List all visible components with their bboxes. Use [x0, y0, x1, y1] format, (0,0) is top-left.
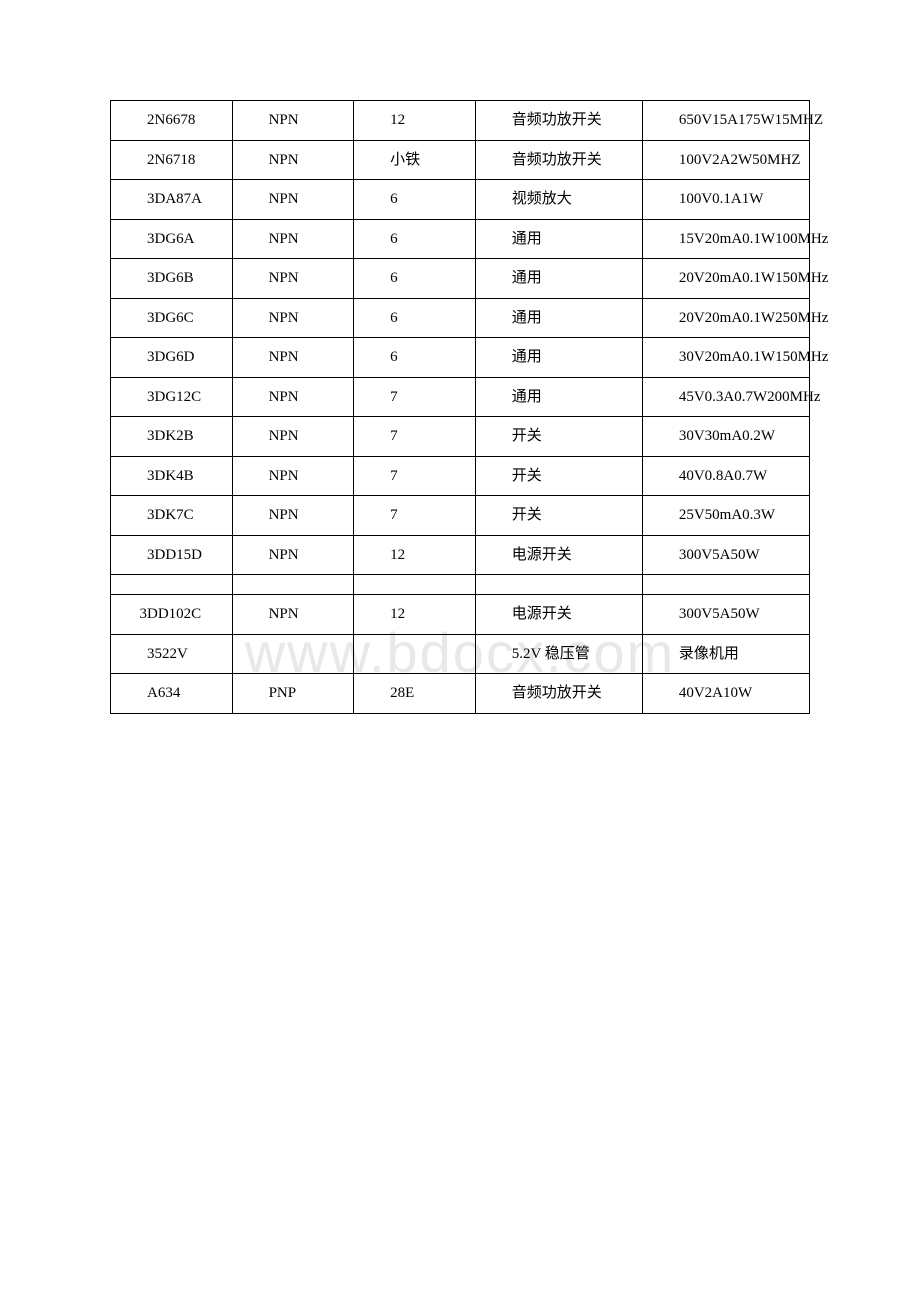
cell-type: NPN — [232, 417, 354, 457]
transistor-table: 2N6678 NPN 12 音频功放开关 650V15A175W15MHZ 2N… — [110, 100, 810, 714]
cell-type: NPN — [232, 101, 354, 141]
cell-type: NPN — [232, 259, 354, 299]
cell-spec: 30V20mA0.1W150MHz — [642, 338, 809, 378]
cell-spec: 15V20mA0.1W100MHz — [642, 219, 809, 259]
cell-package: 12 — [354, 595, 476, 635]
cell-usage: 通用 — [475, 377, 642, 417]
table-wrapper: 2N6678 NPN 12 音频功放开关 650V15A175W15MHZ 2N… — [110, 100, 810, 714]
table-row: 3DG6B NPN 6 通用 20V20mA0.1W150MHz — [111, 259, 810, 299]
cell-package: 6 — [354, 219, 476, 259]
cell-type: NPN — [232, 595, 354, 635]
cell-package: 7 — [354, 456, 476, 496]
cell-package: 12 — [354, 535, 476, 575]
cell-usage: 开关 — [475, 496, 642, 536]
cell-model: 3DD102C — [111, 595, 233, 635]
cell-usage: 5.2V 稳压管 — [475, 634, 642, 674]
cell-type: NPN — [232, 298, 354, 338]
cell-usage: 音频功放开关 — [475, 140, 642, 180]
cell-type: NPN — [232, 180, 354, 220]
cell-package: 28E — [354, 674, 476, 714]
cell-spec: 录像机用 — [642, 634, 809, 674]
cell-model: 3DG6D — [111, 338, 233, 378]
table-row: 2N6678 NPN 12 音频功放开关 650V15A175W15MHZ — [111, 101, 810, 141]
cell-spec: 100V2A2W50MHZ — [642, 140, 809, 180]
cell-spec: 40V0.8A0.7W — [642, 456, 809, 496]
cell-model: 3DG12C — [111, 377, 233, 417]
cell-usage: 开关 — [475, 417, 642, 457]
cell-model: 3DA87A — [111, 180, 233, 220]
cell-spec: 25V50mA0.3W — [642, 496, 809, 536]
cell-type: NPN — [232, 535, 354, 575]
cell-model: 3DK2B — [111, 417, 233, 457]
cell-package: 7 — [354, 496, 476, 536]
cell-spec: 30V30mA0.2W — [642, 417, 809, 457]
cell-spec: 300V5A50W — [642, 535, 809, 575]
table-row: 3DD15D NPN 12 电源开关 300V5A50W — [111, 535, 810, 575]
cell-usage: 视频放大 — [475, 180, 642, 220]
cell-spec: 20V20mA0.1W250MHz — [642, 298, 809, 338]
cell-package: 6 — [354, 259, 476, 299]
table-spacer-row — [111, 575, 810, 595]
cell-package: 12 — [354, 101, 476, 141]
cell-empty — [642, 575, 809, 595]
cell-usage: 音频功放开关 — [475, 101, 642, 141]
table-row: 3DG6D NPN 6 通用 30V20mA0.1W150MHz — [111, 338, 810, 378]
cell-spec: 650V15A175W15MHZ — [642, 101, 809, 141]
cell-package: 6 — [354, 338, 476, 378]
cell-spec: 100V0.1A1W — [642, 180, 809, 220]
cell-usage: 通用 — [475, 259, 642, 299]
cell-type: PNP — [232, 674, 354, 714]
cell-type: NPN — [232, 496, 354, 536]
cell-usage: 通用 — [475, 298, 642, 338]
table-row: 3DD102C NPN 12 电源开关 300V5A50W — [111, 595, 810, 635]
cell-spec: 45V0.3A0.7W200MHz — [642, 377, 809, 417]
cell-model: 3522V — [111, 634, 233, 674]
cell-model: 3DG6C — [111, 298, 233, 338]
cell-type — [232, 634, 354, 674]
cell-spec: 300V5A50W — [642, 595, 809, 635]
cell-type: NPN — [232, 338, 354, 378]
cell-spec: 40V2A10W — [642, 674, 809, 714]
table-row: 3DA87A NPN 6 视频放大 100V0.1A1W — [111, 180, 810, 220]
cell-usage: 开关 — [475, 456, 642, 496]
table-row: A634 PNP 28E 音频功放开关 40V2A10W — [111, 674, 810, 714]
cell-empty — [111, 575, 233, 595]
cell-model: 3DG6A — [111, 219, 233, 259]
cell-model: 3DK4B — [111, 456, 233, 496]
cell-model: 3DD15D — [111, 535, 233, 575]
cell-package — [354, 634, 476, 674]
cell-type: NPN — [232, 219, 354, 259]
table-row: 2N6718 NPN 小铁 音频功放开关 100V2A2W50MHZ — [111, 140, 810, 180]
cell-package: 7 — [354, 417, 476, 457]
cell-model: 2N6678 — [111, 101, 233, 141]
cell-model: 2N6718 — [111, 140, 233, 180]
cell-type: NPN — [232, 377, 354, 417]
table-row: 3DG6C NPN 6 通用 20V20mA0.1W250MHz — [111, 298, 810, 338]
table-row: 3DK2B NPN 7 开关 30V30mA0.2W — [111, 417, 810, 457]
cell-model: A634 — [111, 674, 233, 714]
cell-empty — [232, 575, 354, 595]
cell-usage: 电源开关 — [475, 595, 642, 635]
cell-empty — [354, 575, 476, 595]
cell-usage: 电源开关 — [475, 535, 642, 575]
cell-model: 3DG6B — [111, 259, 233, 299]
cell-empty — [475, 575, 642, 595]
table-row: 3DG12C NPN 7 通用 45V0.3A0.7W200MHz — [111, 377, 810, 417]
cell-package: 7 — [354, 377, 476, 417]
cell-model: 3DK7C — [111, 496, 233, 536]
cell-spec: 20V20mA0.1W150MHz — [642, 259, 809, 299]
table-row: 3DK7C NPN 7 开关 25V50mA0.3W — [111, 496, 810, 536]
cell-package: 小铁 — [354, 140, 476, 180]
cell-package: 6 — [354, 180, 476, 220]
table-row: 3DG6A NPN 6 通用 15V20mA0.1W100MHz — [111, 219, 810, 259]
table-row: 3DK4B NPN 7 开关 40V0.8A0.7W — [111, 456, 810, 496]
table-row: 3522V 5.2V 稳压管 录像机用 — [111, 634, 810, 674]
cell-usage: 音频功放开关 — [475, 674, 642, 714]
cell-package: 6 — [354, 298, 476, 338]
cell-usage: 通用 — [475, 338, 642, 378]
cell-type: NPN — [232, 140, 354, 180]
cell-usage: 通用 — [475, 219, 642, 259]
cell-type: NPN — [232, 456, 354, 496]
